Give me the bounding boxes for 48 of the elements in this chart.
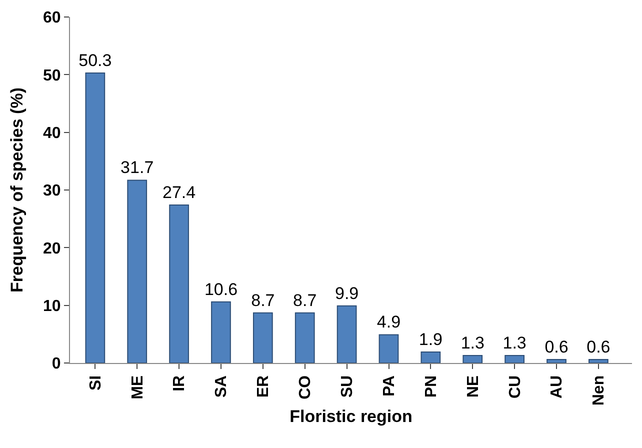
bar (169, 204, 189, 363)
x-tick-label: Nen (590, 375, 608, 406)
x-tick-label: CO (297, 375, 314, 400)
x-tick-label: AU (548, 375, 566, 399)
x-tick-label: ER (255, 374, 272, 398)
bar (127, 180, 148, 363)
data-label: 31.7 (120, 158, 154, 178)
y-tick-label: 50 (43, 67, 61, 84)
data-label: 9.9 (334, 284, 359, 303)
bar (294, 312, 315, 363)
y-tick-label: 60 (43, 10, 61, 27)
bar (252, 312, 273, 363)
y-axis-title: Frequency of species (%) (8, 87, 27, 293)
bar (85, 72, 106, 363)
bar (504, 355, 524, 363)
data-label: 10.6 (204, 280, 238, 299)
data-label: 0.6 (544, 338, 568, 357)
data-label: 1.9 (418, 330, 443, 350)
y-tick-label: 40 (43, 124, 61, 142)
x-tick-label: SA (213, 374, 230, 398)
y-tick-label: 30 (43, 182, 61, 200)
data-label: 1.3 (502, 334, 526, 352)
bar (588, 359, 608, 363)
x-tick-label: NE (464, 375, 482, 398)
x-tick-label: PN (422, 375, 440, 398)
x-tick-label: PA (380, 374, 398, 396)
data-label: 8.7 (251, 290, 275, 310)
bar (336, 305, 357, 363)
x-tick-label: SI (87, 375, 104, 391)
x-tick-label: ME (129, 375, 146, 400)
data-label: 1.3 (460, 334, 484, 352)
data-label: 50.3 (78, 50, 112, 70)
x-tick-label: CU (506, 375, 524, 399)
y-tick-label: 20 (43, 240, 61, 258)
x-tick-label: SU (339, 375, 356, 398)
bar (420, 352, 441, 363)
x-axis-title: Floristic region (290, 407, 412, 426)
data-label: 4.9 (376, 312, 401, 332)
data-label: 8.7 (293, 290, 317, 310)
y-tick-label: 0 (52, 356, 61, 373)
bar (462, 355, 483, 363)
bar (378, 334, 399, 363)
bar (211, 301, 231, 363)
bar (546, 359, 566, 363)
y-tick-label: 10 (43, 298, 61, 315)
data-label: 27.4 (162, 182, 196, 202)
x-tick-label: IR (171, 374, 188, 392)
data-label: 0.6 (586, 338, 610, 357)
